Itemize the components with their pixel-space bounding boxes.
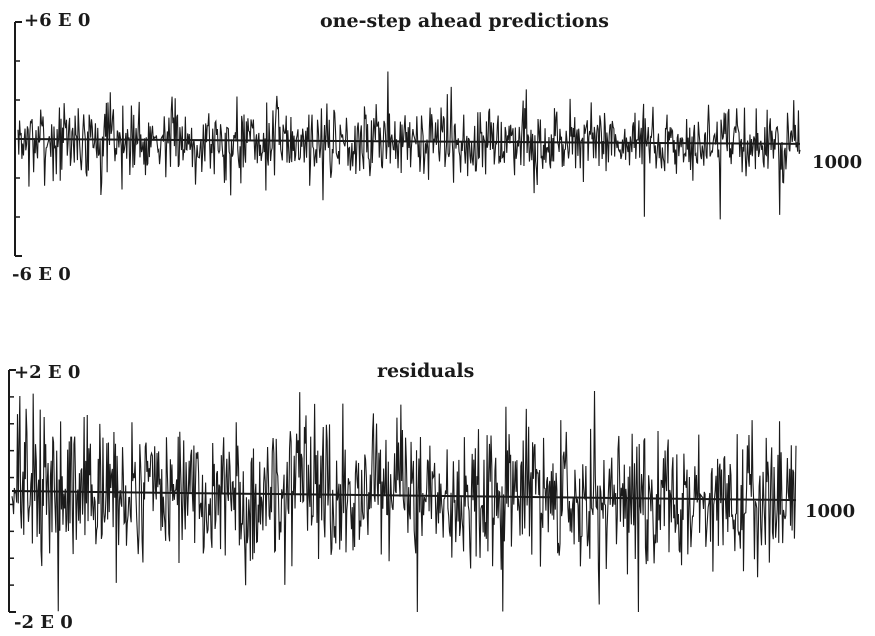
residuals-y-ticks bbox=[9, 396, 14, 586]
residuals-trend-line bbox=[11, 490, 797, 502]
predictions-x-end-label: 1000 bbox=[812, 152, 862, 173]
residuals-series-line bbox=[11, 390, 797, 613]
predictions-y-max-label: +6 E 0 bbox=[24, 10, 90, 31]
residuals-y-min-label: -2 E 0 bbox=[14, 612, 73, 633]
predictions-series-line bbox=[17, 71, 801, 220]
residuals-x-end-label: 1000 bbox=[805, 501, 855, 522]
residuals-panel: +2 E 0 -2 E 0 residuals 1000 bbox=[8, 360, 855, 633]
residuals-title: residuals bbox=[377, 360, 474, 382]
residuals-y-max-label: +2 E 0 bbox=[14, 362, 80, 383]
predictions-y-min-label: -6 E 0 bbox=[12, 264, 71, 285]
predictions-panel: +6 E 0 -6 E 0 one-step ahead predictions… bbox=[12, 10, 862, 285]
predictions-title: one-step ahead predictions bbox=[320, 10, 609, 32]
